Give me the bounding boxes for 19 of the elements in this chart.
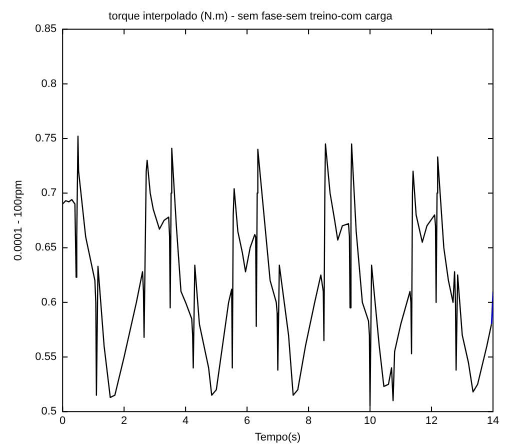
y-tick-label: 0.6 [41, 296, 57, 308]
y-tick-label: 0.5 [41, 406, 57, 418]
y-axis-title: 0.0001 - 100rpm [12, 180, 25, 261]
x-tick-label: 4 [182, 415, 189, 428]
x-tick-label: 2 [121, 415, 128, 428]
x-tick-label: 10 [364, 415, 376, 428]
x-axis-title: Tempo(s) [254, 431, 301, 444]
y-tick-label: 0.55 [35, 351, 57, 364]
x-tick-label: 6 [244, 415, 250, 428]
x-tick-label: 14 [486, 415, 500, 428]
y-tick-label: 0.8 [41, 78, 57, 90]
x-tick-label: 12 [425, 415, 438, 428]
y-tick-label: 0.65 [35, 242, 57, 254]
y-tick-label: 0.7 [41, 187, 57, 200]
x-tick-label: 0 [60, 415, 66, 428]
x-tick-label: 8 [305, 415, 312, 428]
chart-title: torque interpolado (N.m) - sem fase-sem treino-com carga [108, 10, 394, 23]
y-tick-label: 0.85 [35, 23, 57, 36]
y-tick-label: 0.75 [35, 132, 57, 144]
